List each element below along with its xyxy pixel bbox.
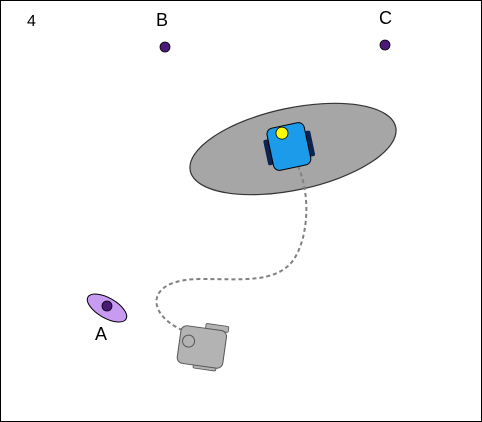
step-number: 4 [27,13,36,30]
landmark-c-dot [379,39,391,51]
robot-path [155,165,308,334]
landmark-a: A [86,293,128,344]
landmark-a-dot [101,300,113,312]
robot-body [266,122,312,171]
robot-front-marker [275,126,289,140]
robot-previous-ghost [176,323,230,372]
landmark-b-label: B [156,10,168,30]
ghost-body [176,325,228,369]
landmark-b-dot [159,41,171,53]
robot-current [263,122,316,171]
landmark-a-label: A [95,324,107,344]
landmark-c: C [379,8,392,51]
ghost-front-marker [182,334,196,348]
landmark-b: B [156,10,171,53]
landmark-c-label: C [379,8,392,28]
